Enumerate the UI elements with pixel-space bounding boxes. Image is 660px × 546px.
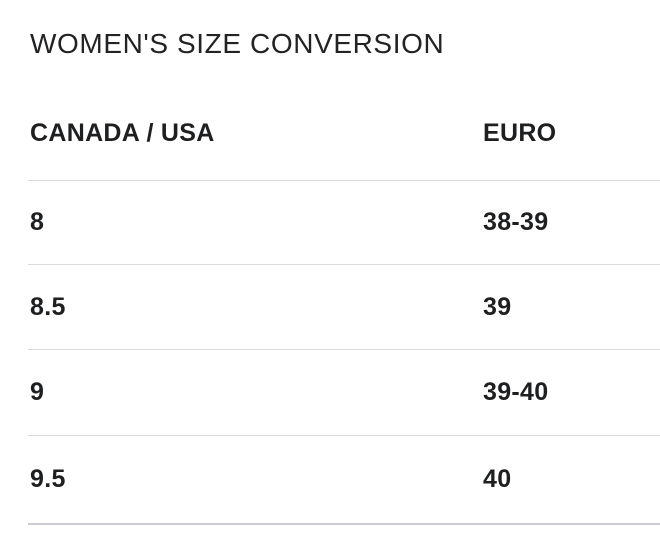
column-header-euro: EURO <box>483 118 557 147</box>
size-cell-euro: 39 <box>483 292 512 321</box>
table-row: 9 39-40 <box>28 350 660 436</box>
size-cell-canada-usa: 8.5 <box>30 292 66 321</box>
page-title: WOMEN'S SIZE CONVERSION <box>30 28 445 59</box>
table-header-row: CANADA / USA EURO <box>28 60 660 181</box>
size-cell-euro: 38-39 <box>483 208 549 236</box>
column-header-canada-usa: CANADA / USA <box>30 118 215 147</box>
table-row: 8.5 39 <box>28 265 660 350</box>
size-cell-canada-usa: 8 <box>30 208 45 236</box>
table-row: 8 38-39 <box>28 181 660 265</box>
size-conversion-table: CANADA / USA EURO 8 38-39 8.5 39 9 39-40… <box>28 60 660 525</box>
size-cell-canada-usa: 9 <box>30 378 45 406</box>
size-cell-euro: 39-40 <box>483 378 549 406</box>
size-cell-canada-usa: 9.5 <box>30 465 66 493</box>
size-cell-euro: 40 <box>483 465 512 493</box>
table-row: 9.5 40 <box>28 436 660 525</box>
